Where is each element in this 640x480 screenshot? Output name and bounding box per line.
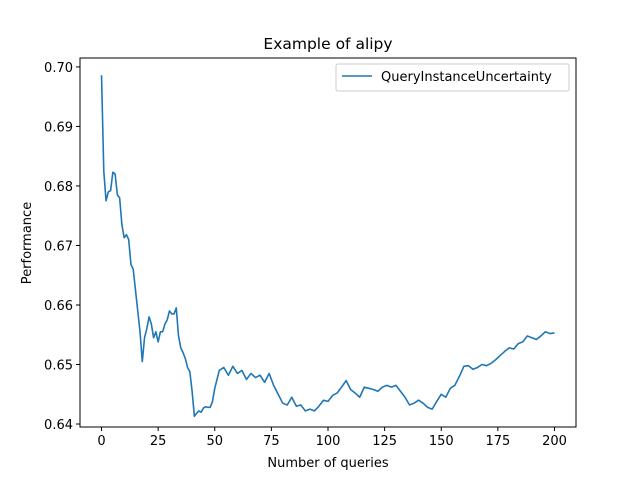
y-axis-label: Performance — [20, 202, 35, 284]
x-tick-label: 25 — [150, 434, 167, 449]
y-tick-label: 0.66 — [44, 299, 73, 314]
legend-frame — [335, 63, 570, 92]
x-tick-label: 75 — [263, 434, 280, 449]
y-axis: 0.64 0.65 0.66 0.67 0.68 0.69 0.70 — [44, 61, 80, 433]
y-tick-label: 0.69 — [44, 120, 73, 135]
x-tick-label: 175 — [485, 434, 510, 449]
legend-label: QueryInstanceUncertainty — [381, 70, 552, 85]
x-tick-label: 200 — [542, 434, 567, 449]
series-layer — [100, 75, 555, 418]
x-tick-label: 125 — [372, 434, 397, 449]
x-tick-label: 100 — [316, 434, 341, 449]
x-axis-label: Number of queries — [267, 456, 388, 471]
x-tick-label: 50 — [206, 434, 223, 449]
y-tick-label: 0.65 — [44, 359, 73, 374]
x-tick-label: 0 — [97, 434, 105, 449]
legend: QueryInstanceUncertainty — [335, 63, 570, 92]
x-tick-label: 150 — [429, 434, 454, 449]
y-tick-label: 0.68 — [44, 180, 73, 195]
y-tick-label: 0.64 — [44, 418, 73, 433]
y-tick-label: 0.67 — [44, 239, 73, 254]
y-tick-label: 0.70 — [44, 61, 73, 76]
x-axis: 0 25 50 75 100 125 150 175 200 — [97, 427, 567, 449]
series-line — [100, 75, 555, 418]
chart-title: Example of alipy — [263, 35, 392, 53]
